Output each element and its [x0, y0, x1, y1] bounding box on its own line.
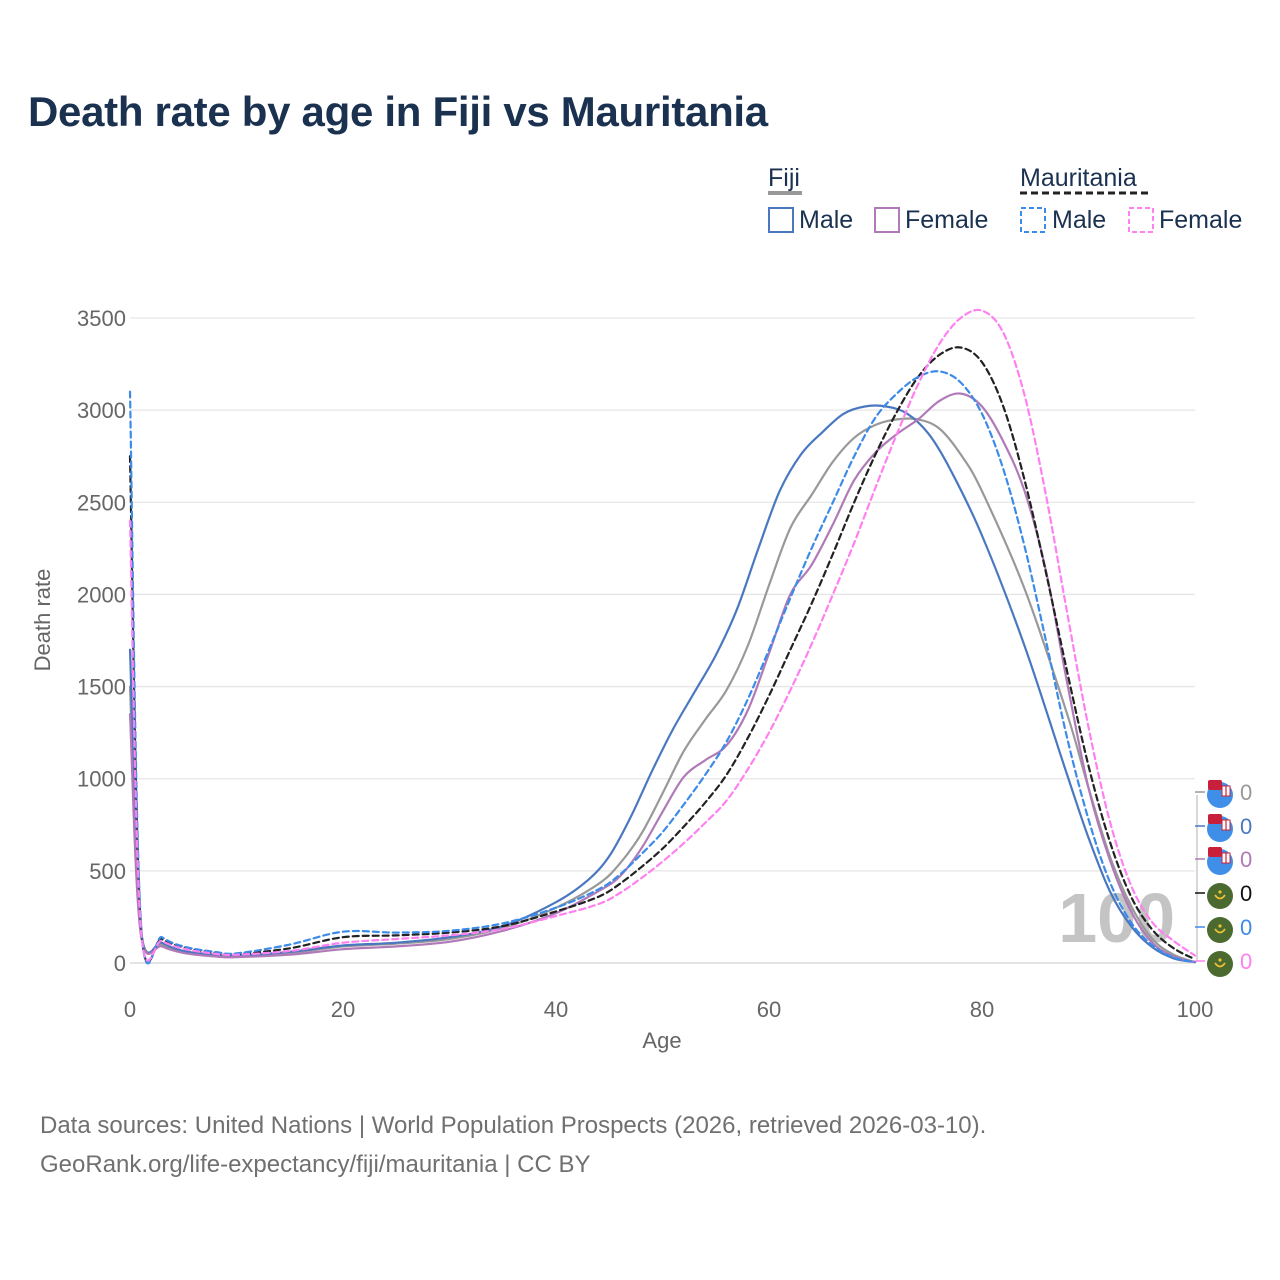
- y-tick-label: 1500: [77, 675, 126, 700]
- y-tick-label: 1000: [77, 767, 126, 792]
- chart-title: Death rate by age in Fiji vs Mauritania: [28, 88, 768, 135]
- series-group: [128, 308, 1197, 965]
- end-label-value: 0: [1240, 780, 1252, 805]
- y-tick-label: 2000: [77, 582, 126, 607]
- year-label: 100: [1058, 879, 1175, 957]
- series-end-labels: 0 0 0 0 0 0: [1195, 780, 1252, 977]
- series-line-fiji-male[interactable]: [128, 404, 1197, 964]
- legend-label-mauritania-female[interactable]: Female: [1159, 206, 1242, 234]
- legend-label-fiji-female[interactable]: Female: [905, 206, 988, 234]
- y-tick-label: 500: [89, 859, 126, 884]
- fiji-flag-icon: [1207, 814, 1233, 842]
- grid: [130, 317, 1195, 964]
- x-tick-label: 20: [331, 997, 355, 1022]
- source-line-2[interactable]: GeoRank.org/life-expectancy/fiji/maurita…: [40, 1151, 591, 1178]
- end-label-value: 0: [1240, 949, 1252, 974]
- series-line-mauritania-female[interactable]: [128, 308, 1197, 962]
- x-axis: 0 20 40 60 80 100: [124, 997, 1213, 1022]
- line-chart: Fiji Male Female Mauritania Male Female …: [30, 164, 1252, 1053]
- mauritania-flag-icon: [1207, 917, 1233, 943]
- legend-label-mauritania-male[interactable]: Male: [1052, 206, 1106, 234]
- legend-swatch-fiji-female[interactable]: [874, 207, 900, 233]
- x-tick-label: 80: [970, 997, 994, 1022]
- series-line-mauritania-male[interactable]: [128, 370, 1197, 965]
- legend-swatch-mauritania-female[interactable]: [1128, 207, 1154, 233]
- x-tick-label: 40: [544, 997, 568, 1022]
- legend-label-fiji-male[interactable]: Male: [799, 206, 853, 234]
- legend-swatch-mauritania-male[interactable]: [1020, 207, 1046, 233]
- legend: Fiji Male Female Mauritania Male Female: [768, 164, 1242, 234]
- y-tick-label: 3500: [77, 306, 126, 331]
- legend-swatch-fiji-male[interactable]: [768, 207, 794, 233]
- source-line-1: Data sources: United Nations | World Pop…: [40, 1112, 987, 1139]
- series-line-fiji-female[interactable]: [128, 392, 1197, 964]
- x-axis-title: Age: [642, 1028, 681, 1053]
- fiji-flag-icon: [1207, 847, 1233, 875]
- end-label-value: 0: [1240, 814, 1252, 839]
- y-tick-label: 2500: [77, 490, 126, 515]
- x-tick-label: 60: [757, 997, 781, 1022]
- x-tick-label: 100: [1177, 997, 1214, 1022]
- legend-group-fiji: Fiji: [768, 164, 800, 192]
- y-axis: 0 500 1000 1500 2000 2500 3000 3500: [77, 306, 126, 976]
- source-note: Data sources: United Nations | World Pop…: [40, 1106, 986, 1184]
- y-tick-label: 3000: [77, 398, 126, 423]
- end-label-value: 0: [1240, 847, 1252, 872]
- end-label-value: 0: [1240, 915, 1252, 940]
- legend-group-mauritania: Mauritania: [1020, 164, 1137, 192]
- fiji-flag-icon: [1207, 780, 1233, 808]
- mauritania-flag-icon: [1207, 951, 1233, 977]
- x-tick-label: 0: [124, 997, 136, 1022]
- y-axis-title: Death rate: [30, 569, 55, 672]
- mauritania-flag-icon: [1207, 883, 1233, 909]
- y-tick-label: 0: [114, 951, 126, 976]
- series-line-fiji[interactable]: [128, 417, 1197, 964]
- end-label-value: 0: [1240, 881, 1252, 906]
